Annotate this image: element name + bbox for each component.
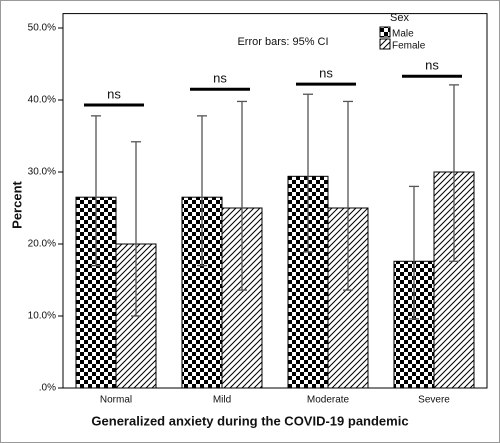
x-axis-label: Generalized anxiety during the COVID-19 … <box>91 413 408 428</box>
x-tick-label: Normal <box>100 395 132 406</box>
error-bar <box>237 100 247 291</box>
significance-label: ns <box>213 71 227 86</box>
x-tick-label: Moderate <box>307 395 350 406</box>
plot-area <box>62 13 488 389</box>
significance-label: ns <box>319 66 333 81</box>
x-tick-label: Severe <box>418 395 450 406</box>
y-tick-label: 50.0% <box>28 23 56 34</box>
y-axis-label: Percent <box>9 180 24 228</box>
error-bar <box>343 100 353 291</box>
error-bar <box>131 141 141 317</box>
y-tick-label: 30.0% <box>28 167 56 178</box>
legend-label: Male <box>392 29 414 40</box>
annotation: Error bars: 95% CI <box>237 36 328 48</box>
error-bar <box>409 185 419 320</box>
y-tick-label: 40.0% <box>28 95 56 106</box>
y-tick-label: .0% <box>39 383 56 394</box>
y-tick-label: 20.0% <box>28 239 56 250</box>
significance-label: ns <box>425 58 439 73</box>
error-bar <box>91 115 101 267</box>
error-bar <box>197 115 207 267</box>
y-tick-label: 10.0% <box>28 311 56 322</box>
legend-swatch <box>379 38 391 50</box>
significance-label: ns <box>107 86 121 101</box>
legend-swatch <box>379 26 391 38</box>
legend-label: Female <box>392 41 426 52</box>
x-tick-label: Mild <box>213 395 231 406</box>
error-bar <box>303 93 313 253</box>
legend-title: Sex <box>390 12 409 24</box>
error-bar <box>449 84 459 262</box>
